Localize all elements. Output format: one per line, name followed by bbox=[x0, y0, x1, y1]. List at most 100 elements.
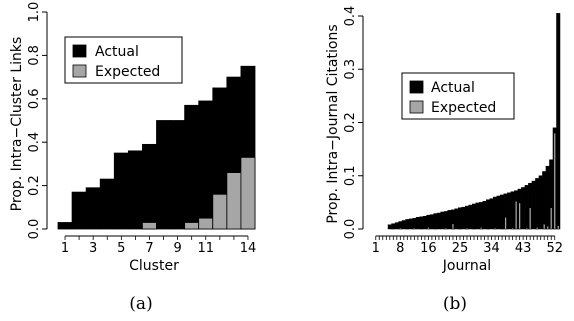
panel-b-bar-actual bbox=[542, 171, 547, 230]
panel-b-bar-expected bbox=[399, 227, 402, 230]
panel-b-bar-expected bbox=[553, 132, 556, 230]
panel-b-bar-actual bbox=[556, 13, 561, 230]
panel-b-legend-expected: Expected bbox=[431, 100, 496, 116]
panel-b-chart: 0.0 0.1 0.2 0.3 0.4 1 8 16 25 34 43 52 Actual Expec… bbox=[325, 6, 563, 314]
panel-b-bar-actual bbox=[443, 211, 448, 230]
panel-a-y-tick-label: 0.2 bbox=[27, 175, 42, 196]
panel-a-x-tick-label: 9 bbox=[173, 241, 181, 256]
panel-a-bar-expected bbox=[240, 156, 256, 230]
panel-b-bar-expected bbox=[465, 227, 469, 230]
panel-b-bar-actual bbox=[482, 201, 487, 230]
panel-a-axes: 0.0 0.2 0.4 0.6 0.8 1.0 1 3 5 7 9 11 14 bbox=[27, 2, 256, 256]
panel-a-x-tick-label: 11 bbox=[197, 241, 214, 256]
panel-b-bar-actual bbox=[479, 202, 484, 230]
panel-b-bar-actual bbox=[472, 203, 477, 230]
panel-b-bar-actual bbox=[408, 218, 413, 230]
panel-a-x-tick-label: 5 bbox=[117, 241, 125, 256]
panel-a-bar-actual bbox=[184, 104, 200, 230]
panel-b-bar-expected bbox=[500, 228, 504, 230]
panel-b-bar-actual bbox=[545, 165, 550, 230]
panel-b-legend-swatch-actual bbox=[409, 80, 424, 94]
panel-b-axes: 0.0 0.1 0.2 0.3 0.4 1 8 16 25 34 43 52 bbox=[343, 6, 563, 256]
panel-a-x-tick-label: 1 bbox=[61, 241, 69, 256]
panel-b-bar-actual bbox=[405, 219, 410, 230]
panel-a-bar-actual bbox=[170, 120, 186, 230]
panel-a-bar-actual bbox=[127, 150, 143, 230]
panel-b-bar-expected bbox=[511, 227, 514, 230]
panel-a-bar-expected bbox=[198, 217, 214, 230]
panel-b-bar-actual bbox=[426, 214, 431, 230]
panel-b-bar-actual bbox=[419, 216, 424, 230]
panel-b-bar-expected bbox=[546, 226, 549, 230]
panel-a-bar-expected bbox=[184, 222, 200, 230]
panel-a-y-tick-label: 0.8 bbox=[27, 45, 42, 66]
panel-b-legend-swatch-expected bbox=[409, 100, 424, 114]
panel-b-bar-expected bbox=[486, 228, 490, 230]
panel-a-bar-actual bbox=[142, 143, 157, 230]
panel-b-bar-expected bbox=[434, 228, 437, 230]
panel-b-bar-actual bbox=[510, 191, 515, 230]
panel-b-bars bbox=[387, 13, 561, 230]
panel-b-bar-actual bbox=[429, 214, 434, 230]
panel-a-x-tick-label: 7 bbox=[145, 241, 153, 256]
panel-a-legend-swatch-expected bbox=[72, 64, 87, 78]
panel-b-bar-actual bbox=[457, 207, 462, 230]
panel-a-x-tick-label: 3 bbox=[89, 241, 97, 256]
panel-b-bar-expected bbox=[427, 227, 430, 230]
panel-b-bar-actual bbox=[507, 192, 512, 230]
panel-a-bars bbox=[57, 65, 256, 230]
panel-a-y-tick-label: 0.6 bbox=[27, 88, 42, 109]
panel-b-bar-expected bbox=[420, 228, 423, 230]
panel-b-bar-expected bbox=[413, 227, 416, 230]
panel-b-y-tick-label: 0.1 bbox=[343, 165, 358, 186]
panel-b-bar-actual bbox=[412, 218, 417, 230]
panel-b-bar-expected bbox=[529, 207, 532, 230]
panel-a-bar-actual bbox=[99, 178, 115, 230]
panel-b-bar-actual bbox=[415, 217, 420, 230]
panel-b-bar-expected bbox=[392, 228, 395, 230]
panel-b-legend: Actual Expected bbox=[401, 72, 515, 120]
panel-b-x-tick-label: 52 bbox=[546, 241, 563, 256]
panel-b-bar-actual bbox=[461, 206, 466, 230]
panel-b-bar-actual bbox=[521, 187, 526, 230]
panel-b-bar-actual bbox=[524, 185, 529, 230]
panel-b-bar-actual bbox=[500, 194, 505, 230]
panel-b-bar-expected bbox=[543, 223, 546, 230]
panel-a-bar-actual bbox=[113, 152, 129, 230]
panel-b-bar-expected bbox=[525, 227, 528, 230]
panel-b-x-tick-label: 8 bbox=[396, 241, 404, 256]
panel-b-bar-actual bbox=[531, 180, 536, 230]
panel-a-y-tick-label: 0.4 bbox=[27, 132, 42, 153]
panel-b-xlabel: Journal bbox=[442, 258, 491, 274]
panel-b-caption: (b) bbox=[443, 294, 467, 314]
panel-b-bar-expected bbox=[451, 223, 455, 230]
panel-a-y-tick-label: 1.0 bbox=[27, 2, 42, 23]
panel-a-bar-actual bbox=[57, 222, 73, 230]
panel-b-bar-actual bbox=[493, 196, 498, 230]
panel-b-bar-actual bbox=[387, 224, 392, 230]
panel-b-bar-expected bbox=[504, 217, 507, 230]
panel-b-bar-expected bbox=[444, 227, 448, 230]
panel-a-bar-expected bbox=[142, 222, 157, 230]
panel-b-x-tick-label: 1 bbox=[372, 241, 380, 256]
panel-a-legend-actual: Actual bbox=[95, 44, 139, 60]
panel-b-bar-expected bbox=[557, 225, 560, 230]
panel-b-bar-expected bbox=[515, 201, 518, 230]
panel-b-x-tick-label: 25 bbox=[452, 241, 469, 256]
panel-a-x-tick-label: 14 bbox=[240, 241, 257, 256]
panel-b-bar-actual bbox=[468, 204, 473, 230]
panel-b-x-tick-label: 16 bbox=[420, 241, 437, 256]
panel-a-caption: (a) bbox=[129, 294, 152, 314]
panel-a-legend: Actual Expected bbox=[64, 36, 183, 84]
panel-b-bar-actual bbox=[465, 205, 470, 230]
panel-a-bar-expected bbox=[226, 172, 242, 230]
panel-b-ylabel: Prop. Intra−Journal Citations bbox=[325, 24, 341, 223]
panel-b-bar-expected bbox=[536, 227, 539, 230]
panel-b-bar-actual bbox=[401, 220, 406, 230]
panel-a-ylabel: Prop. Intra−Cluster Links bbox=[9, 37, 25, 212]
panel-b-bar-actual bbox=[489, 198, 494, 230]
panel-a-chart: 0.0 0.2 0.4 0.6 0.8 1.0 1 3 5 7 9 11 14 Actual Expec… bbox=[9, 2, 256, 314]
panel-b-bar-actual bbox=[433, 213, 438, 230]
panel-b-bar-expected bbox=[458, 228, 462, 230]
panel-a-legend-swatch-actual bbox=[72, 44, 87, 58]
